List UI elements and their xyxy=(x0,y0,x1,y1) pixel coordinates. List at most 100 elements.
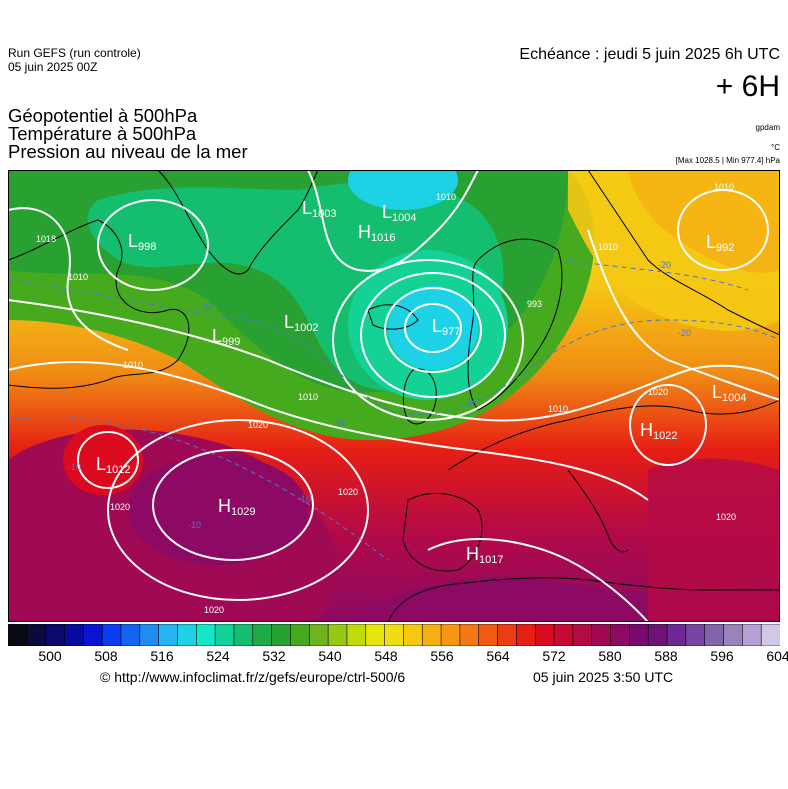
center-L1004-east: L1004 xyxy=(712,382,747,404)
unit-geopotential: gpdam xyxy=(755,123,780,132)
field-cold-center xyxy=(388,286,478,370)
color-scale-tick-label: 596 xyxy=(710,648,734,664)
center-H1022: H1022 xyxy=(640,420,677,442)
color-scale-swatch xyxy=(723,624,744,646)
isobar-low-992 xyxy=(677,189,769,271)
title-pressure: Pression au niveau de la mer xyxy=(8,141,248,162)
color-scale-swatch xyxy=(308,624,329,646)
isobar-low-977-c xyxy=(360,272,506,398)
color-scale-tick-label: 532 xyxy=(262,648,286,664)
color-scale-swatch xyxy=(572,624,593,646)
isobar-label: 1020 xyxy=(248,420,268,430)
coast-british-isles xyxy=(402,368,437,425)
coast-russia xyxy=(587,170,780,336)
pressure-minmax: [Max 1028.5 | Min 977.4] hPa xyxy=(675,156,780,165)
isobar-label: 1010 xyxy=(548,404,568,414)
color-scale-tick-label: 580 xyxy=(598,648,622,664)
color-scale-swatch xyxy=(534,624,555,646)
color-scale-swatch xyxy=(497,624,518,646)
color-scale-swatch xyxy=(666,624,687,646)
color-scale-swatch xyxy=(516,624,537,646)
color-scale-swatch xyxy=(290,624,311,646)
center-L1004-north: L1004 xyxy=(382,202,417,224)
isobar-low-977-b xyxy=(384,287,482,373)
isobar-north xyxy=(307,170,479,272)
isobar-label: 1010 xyxy=(598,242,618,252)
center-L1012: L1012 xyxy=(96,454,131,476)
coast-greenland xyxy=(157,170,319,275)
color-scale-swatch xyxy=(271,624,292,646)
isobar-label: 1018 xyxy=(36,234,56,244)
center-H1029: H1029 xyxy=(218,496,255,518)
color-scale-swatch xyxy=(742,624,762,646)
temp-label: -20 xyxy=(200,302,213,312)
field-ridge-core xyxy=(128,455,308,565)
map-frame xyxy=(8,170,780,622)
temp-label: -20 xyxy=(678,328,691,338)
color-scale-swatch xyxy=(139,624,160,646)
temp-contour-10 xyxy=(8,416,389,561)
color-scale-swatch xyxy=(26,624,47,646)
isobar-label: 1010 xyxy=(68,272,88,282)
temp-contour-10-east xyxy=(567,259,749,291)
center-L999: L999 xyxy=(212,326,240,348)
color-scale-tick-label: 540 xyxy=(318,648,342,664)
isobar-low-1012 xyxy=(77,431,139,489)
temp-label: -20 xyxy=(658,260,671,270)
color-scale-swatch xyxy=(647,624,668,646)
color-scale-tick-label: 524 xyxy=(206,648,230,664)
isobar-label: 1010 xyxy=(714,182,734,192)
field-cold-north xyxy=(348,170,458,210)
isobar-label: 1010 xyxy=(436,192,456,202)
isobar-1010-west xyxy=(8,207,129,351)
center-L992: L992 xyxy=(706,232,734,254)
temp-label: -20 xyxy=(464,398,477,408)
color-scale-bar xyxy=(8,624,780,646)
color-scale-swatch xyxy=(177,624,198,646)
color-scale-swatch xyxy=(195,624,216,646)
color-scale-tick-label: 604 xyxy=(766,648,788,664)
color-scale-swatch xyxy=(440,624,461,646)
color-scale-tick-label: 500 xyxy=(38,648,62,664)
isobar-label: 1020 xyxy=(338,487,358,497)
coast-north-america xyxy=(8,219,190,389)
forecast-time: Echéance : jeudi 5 juin 2025 6h UTC xyxy=(519,46,780,63)
color-scale-swatch xyxy=(233,624,254,646)
isobar-1010-line xyxy=(8,299,780,422)
color-scale-swatch xyxy=(591,624,612,646)
color-scale-swatch xyxy=(158,624,179,646)
isobar-label: 1020 xyxy=(716,512,736,522)
color-scale-swatch xyxy=(478,624,499,646)
isobar-low-977-a xyxy=(404,303,462,353)
coast-italy xyxy=(567,469,629,553)
isobar-south xyxy=(427,538,649,622)
color-scale-tick-label: 556 xyxy=(430,648,454,664)
isobar-label: 1020 xyxy=(204,605,224,615)
temp-contour-20 xyxy=(8,279,780,415)
center-L977: L977 xyxy=(432,316,460,338)
coast-europe xyxy=(447,399,780,471)
title-geopotential: Géopotentiel à 500hPa xyxy=(8,105,198,126)
color-scale-swatch xyxy=(610,624,631,646)
color-scale-swatch xyxy=(64,624,85,646)
isobar-east xyxy=(587,229,780,401)
field-low-atlantic xyxy=(63,425,143,495)
color-scale-swatch xyxy=(685,624,706,646)
color-scale-swatch xyxy=(459,624,480,646)
color-scale-swatch xyxy=(346,624,367,646)
color-scale-tick-label: 588 xyxy=(654,648,678,664)
map-titles: Géopotentiel à 500hPa Température à 500h… xyxy=(8,105,248,162)
color-scale-swatch xyxy=(365,624,386,646)
temp-label: -20 xyxy=(334,418,347,428)
color-scale-tick-label: 564 xyxy=(486,648,510,664)
temperature-contours xyxy=(8,259,780,561)
isobar-1020-line xyxy=(8,361,649,501)
isobar-label: 1010 xyxy=(123,360,143,370)
field-orange-east xyxy=(628,170,780,273)
color-scale-swatch xyxy=(760,624,780,646)
field-ridge-east xyxy=(648,458,780,622)
center-H1016: H1016 xyxy=(358,222,395,244)
color-scale-swatch xyxy=(214,624,235,646)
color-scale-tick-label: 508 xyxy=(94,648,118,664)
color-scale-ticks: 500 508 516 524 532 540 548 556 564 572 580 588 596 6… xyxy=(8,648,788,666)
